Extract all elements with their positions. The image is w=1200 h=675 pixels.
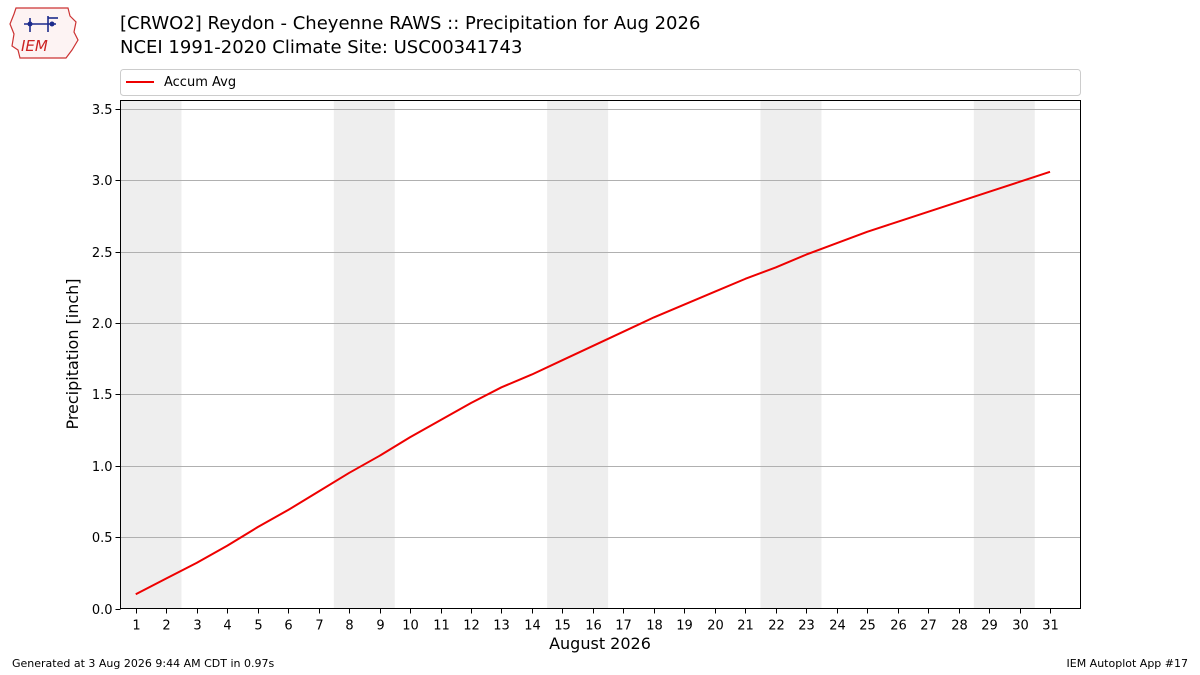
x-tick-label: 31 — [1042, 619, 1059, 634]
x-tick-label: 9 — [376, 619, 384, 634]
weekend-band — [973, 100, 1035, 609]
x-tick-label: 22 — [768, 619, 785, 634]
legend: Accum Avg — [120, 69, 1081, 96]
x-tick-label: 28 — [951, 619, 968, 634]
x-tick-label: 26 — [890, 619, 907, 634]
app-footer: IEM Autoplot App #17 — [1066, 657, 1189, 670]
y-tick-label: 0.5 — [92, 531, 113, 546]
x-tick-label: 11 — [433, 619, 450, 634]
y-axis-label: Precipitation [inch] — [63, 278, 82, 429]
logo-text: IEM — [21, 37, 48, 55]
weekend-band — [120, 100, 182, 609]
weekend-band — [760, 100, 822, 609]
chart-title: [CRWO2] Reydon - Cheyenne RAWS :: Precip… — [120, 13, 701, 34]
y-tick-label: 2.0 — [92, 317, 113, 332]
iem-logo: IEM — [9, 7, 79, 59]
weekend-band — [547, 100, 609, 609]
x-axis-label: August 2026 — [549, 634, 651, 653]
x-tick-label: 13 — [493, 619, 510, 634]
y-tick-label: 0.0 — [92, 603, 113, 618]
x-tick-label: 4 — [223, 619, 231, 634]
chart-subtitle: NCEI 1991-2020 Climate Site: USC00341743 — [120, 37, 523, 58]
x-tick-label: 21 — [737, 619, 754, 634]
x-tick-label: 25 — [859, 619, 876, 634]
x-tick-label: 30 — [1012, 619, 1029, 634]
x-tick-label: 6 — [284, 619, 292, 634]
weekend-band — [333, 100, 395, 609]
x-tick-label: 5 — [254, 619, 262, 634]
generated-footer: Generated at 3 Aug 2026 9:44 AM CDT in 0… — [12, 657, 275, 670]
x-tick-label: 17 — [615, 619, 632, 634]
legend-box — [120, 69, 1081, 96]
x-tick-label: 7 — [315, 619, 323, 634]
x-tick-label: 27 — [920, 619, 937, 634]
legend-entry: Accum Avg — [164, 75, 236, 90]
y-tick-label: 3.0 — [92, 174, 113, 189]
x-tick-label: 19 — [676, 619, 693, 634]
x-tick-label: 10 — [402, 619, 419, 634]
x-tick-label: 20 — [707, 619, 724, 634]
x-tick-label: 23 — [798, 619, 815, 634]
y-tick-label: 1.5 — [92, 388, 113, 403]
y-tick-label: 1.0 — [92, 460, 113, 475]
x-tick-label: 29 — [981, 619, 998, 634]
y-tick-label: 3.5 — [92, 103, 113, 118]
x-tick-label: 24 — [829, 619, 846, 634]
x-tick-label: 12 — [463, 619, 480, 634]
x-tick-label: 14 — [524, 619, 541, 634]
x-tick-label: 18 — [646, 619, 663, 634]
x-tick-label: 8 — [345, 619, 353, 634]
x-tick-label: 1 — [132, 619, 140, 634]
x-tick-label: 15 — [554, 619, 571, 634]
series-line-accum-avg — [135, 170, 1051, 596]
plot-frame — [120, 100, 1081, 609]
x-tick-label: 2 — [162, 619, 170, 634]
y-tick-label: 2.5 — [92, 246, 113, 261]
x-tick-label: 3 — [193, 619, 201, 634]
x-tick-label: 16 — [585, 619, 602, 634]
